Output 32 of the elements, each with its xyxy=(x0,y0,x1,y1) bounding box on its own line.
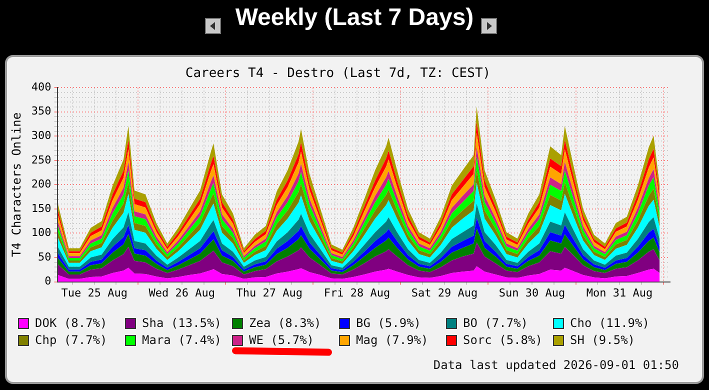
y-tick-label: 0 xyxy=(44,274,52,288)
legend-label: Sha (13.5%) xyxy=(142,316,222,330)
legend-label: Chp (7.7%) xyxy=(35,333,108,347)
y-tick-label: 150 xyxy=(31,202,52,215)
legend-label: Sorc (5.8%) xyxy=(463,333,542,347)
x-tick-label: Sat 29 Aug xyxy=(411,286,478,300)
y-tick-label: 350 xyxy=(31,104,52,118)
x-tick-label: Sun 30 Aug xyxy=(498,286,566,300)
y-tick-label: 200 xyxy=(31,178,52,191)
y-tick-label: 300 xyxy=(31,129,52,142)
x-tick-label: Tue 25 Aug xyxy=(61,286,128,300)
x-tick-label: Wed 26 Aug xyxy=(148,286,215,300)
legend-label: Mara (7.4%) xyxy=(142,333,222,347)
legend-label: BO (7.7%) xyxy=(463,316,528,330)
legend-label: BG (5.9%) xyxy=(356,316,422,330)
legend-label: SH (9.5%) xyxy=(570,333,636,347)
chart-subtitle: Careers T4 - Destro (Last 7d, TZ: CEST) xyxy=(185,66,491,82)
legend-label: Mag (7.9%) xyxy=(356,333,428,347)
x-tick-label: Thu 27 Aug xyxy=(236,286,303,300)
legend-label: Zea (8.3%) xyxy=(249,316,322,330)
y-tick-label: 250 xyxy=(31,153,52,166)
legend-label: DOK (8.7%) xyxy=(35,316,108,330)
legend-label: WE (5.7%) xyxy=(249,333,314,347)
y-tick-label: 400 xyxy=(31,80,52,94)
text: Data last updated 2026-09-01 01:50 xyxy=(433,358,679,372)
y-axis-title: T4 Characters Online xyxy=(9,112,24,257)
y-tick-label: 50 xyxy=(38,250,52,264)
x-tick-label: Fri 28 Aug xyxy=(324,286,390,300)
chart-title: Weekly (Last 7 Days) xyxy=(234,4,475,32)
x-tick-label: Mon 31 Aug xyxy=(586,286,653,300)
legend-label: Cho (11.9%) xyxy=(570,316,650,330)
y-tick-label: 100 xyxy=(31,226,52,240)
